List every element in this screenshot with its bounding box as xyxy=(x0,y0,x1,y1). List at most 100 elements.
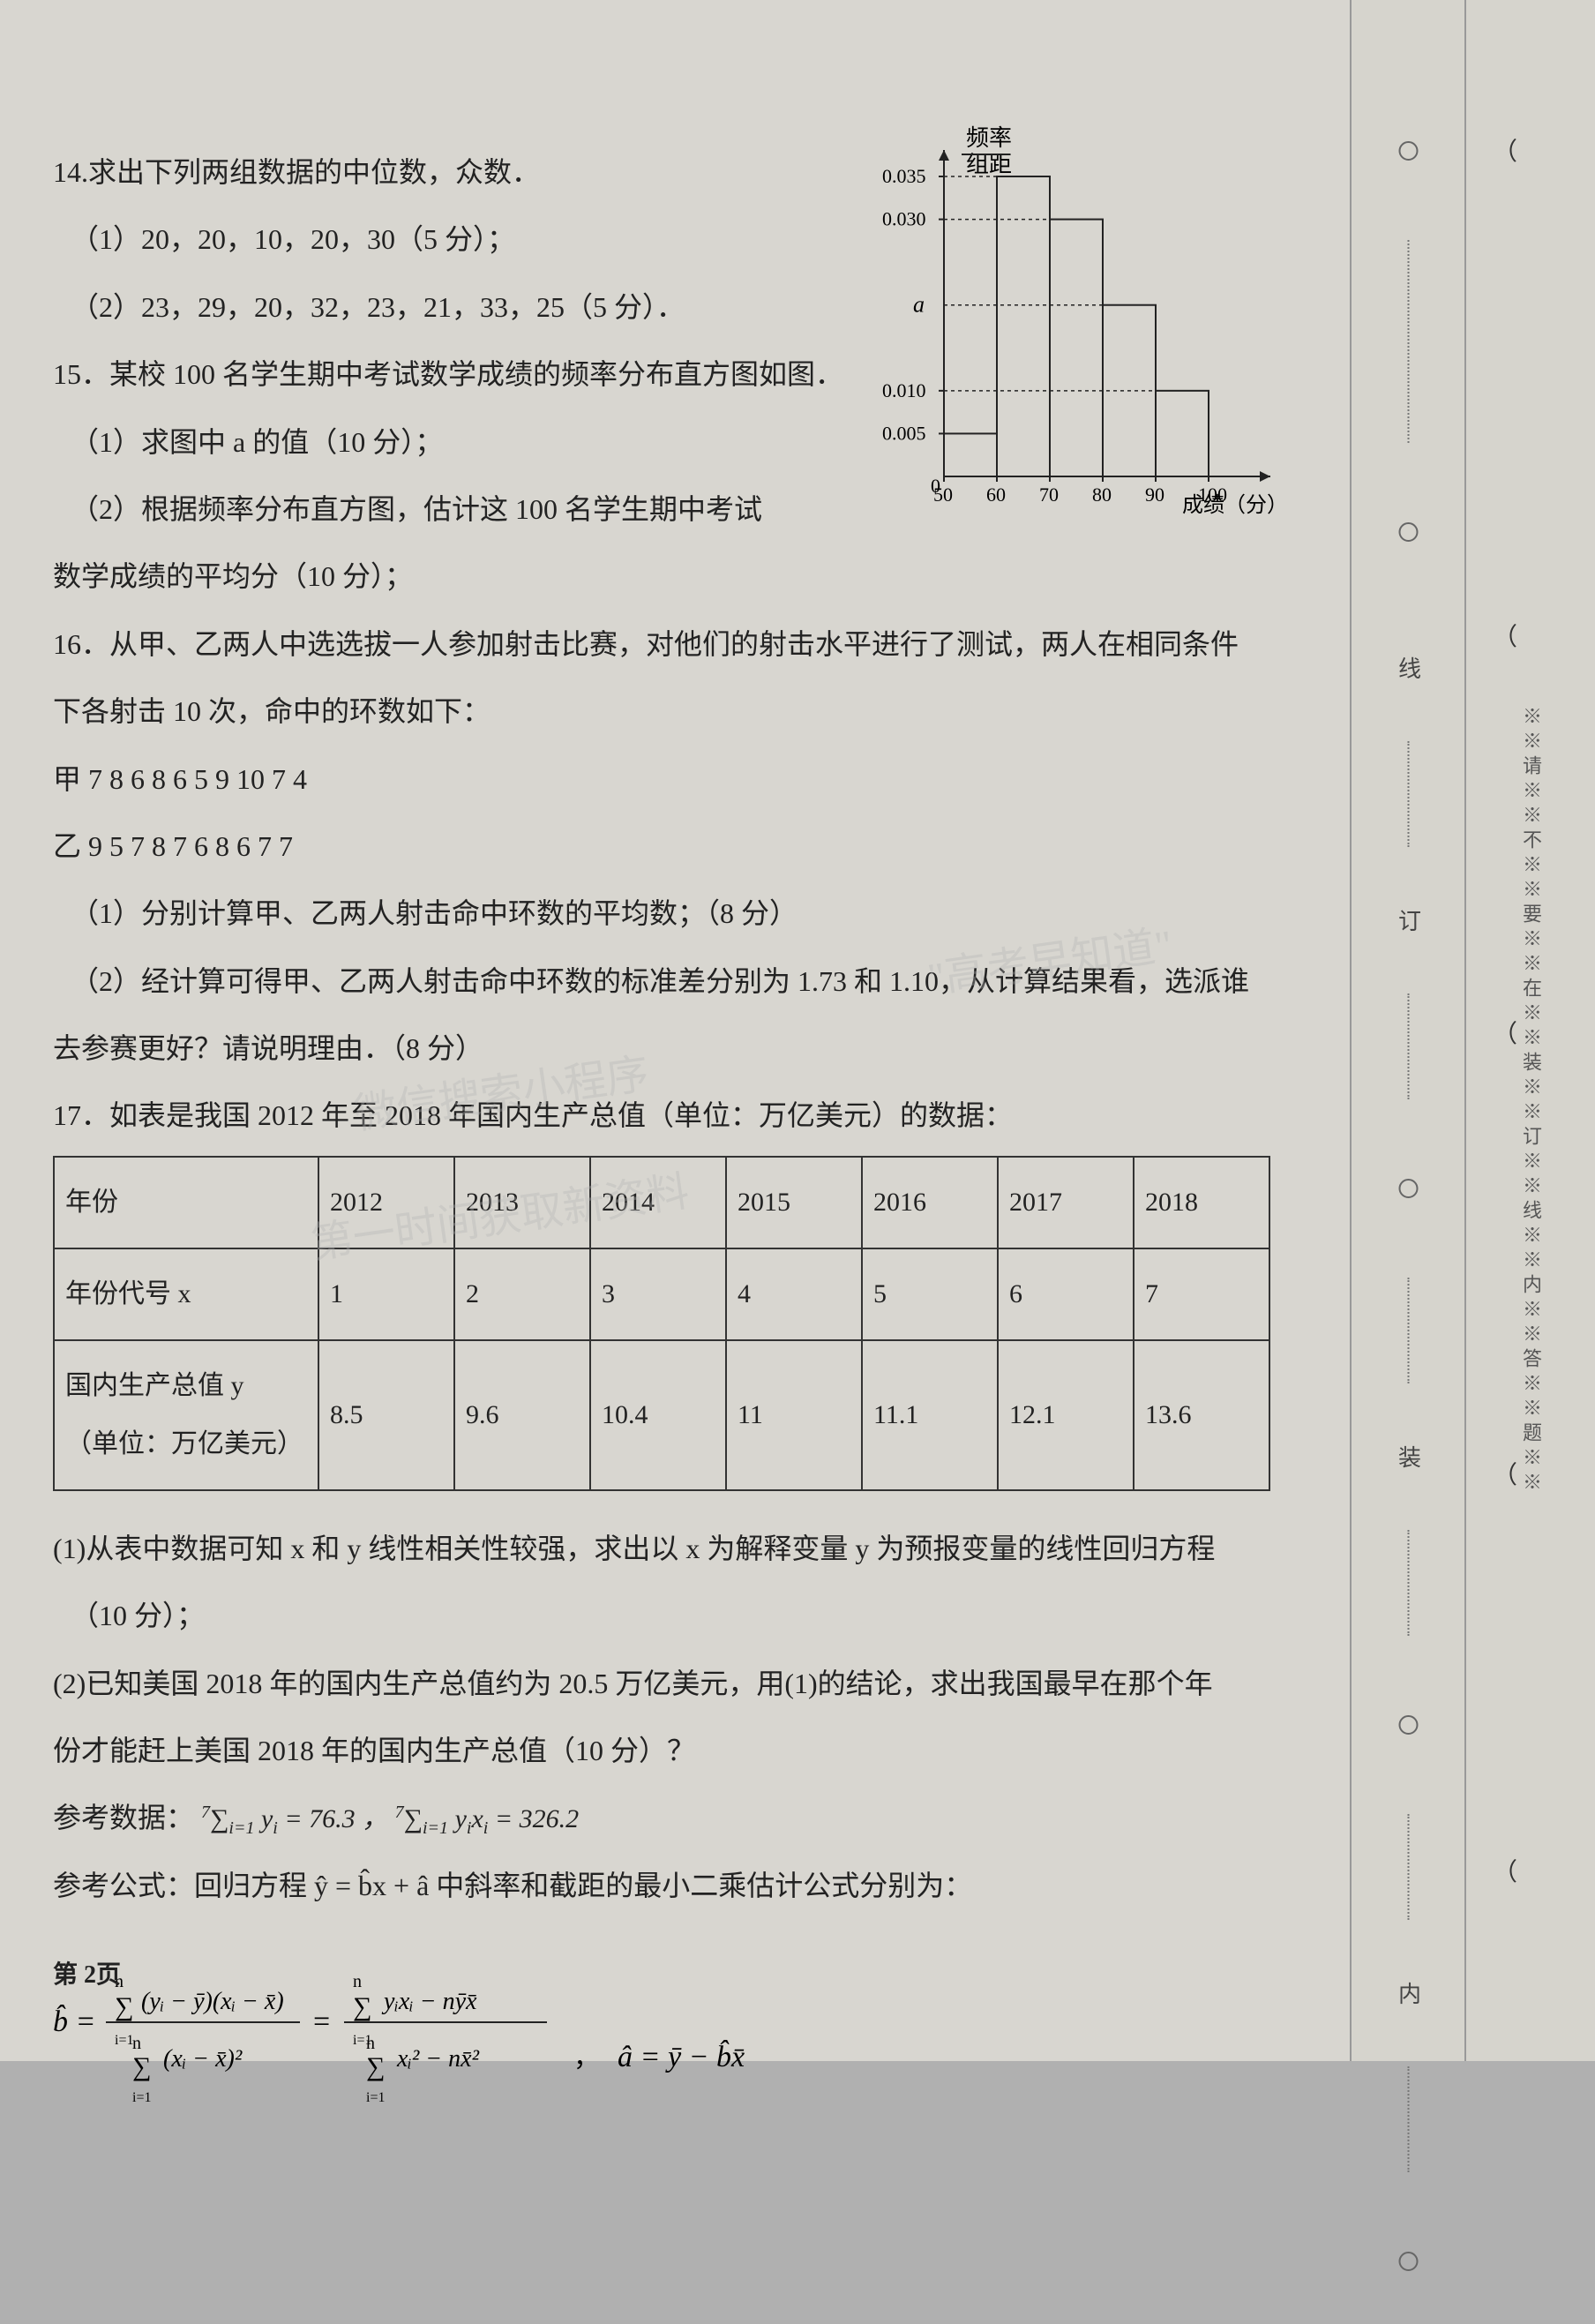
cell: 8.5 xyxy=(318,1340,454,1490)
cell: 4 xyxy=(726,1248,862,1340)
table-row: 年份 2012 2013 2014 2015 2016 2017 2018 xyxy=(54,1157,1269,1248)
xlabel: 成绩（分） xyxy=(1182,493,1288,517)
svg-text:∑: ∑ xyxy=(366,2052,385,2081)
svg-text:90: 90 xyxy=(1145,484,1164,506)
binding-label: 线 xyxy=(1392,656,1425,679)
page-number: 第 2页 xyxy=(53,1955,121,1990)
table-row: 年份代号 x 1 2 3 4 5 6 7 xyxy=(54,1248,1269,1340)
svg-text:(xᵢ − x̄)²: (xᵢ − x̄)² xyxy=(163,2045,243,2073)
table-row: 国内生产总值 y （单位：万亿美元） 8.5 9.6 10.4 11 11.1 … xyxy=(54,1340,1269,1490)
row-y-label: 国内生产总值 y （单位：万亿美元） xyxy=(54,1340,318,1490)
cell: 11.1 xyxy=(862,1340,998,1490)
svg-text:i=1: i=1 xyxy=(132,2090,151,2105)
q17-p2: (2)已知美国 2018 年的国内生产总值约为 20.5 万亿美元，用(1)的结… xyxy=(53,1653,1288,1714)
binding-strip-2: （ （ （ （ （ ※※请※※不※※要※※在※※装※※订※※线※※内※※答※※题… xyxy=(1464,0,1595,2061)
svg-text:0.005: 0.005 xyxy=(882,422,926,444)
ylabel-top: 频率 xyxy=(966,125,1012,151)
punch-hole-icon xyxy=(1398,141,1418,161)
seal-warning-text: ※※请※※不※※要※※在※※装※※订※※线※※内※※答※※题※※ xyxy=(1516,706,1545,1496)
q16-jia: 甲 7 8 6 8 6 5 9 10 7 4 xyxy=(53,748,1288,810)
cell: 1 xyxy=(318,1248,454,1340)
row-y-l1: 国内生产总值 y xyxy=(65,1371,244,1400)
refdata-label: 参考数据： xyxy=(53,1802,194,1833)
svg-text:，: ， xyxy=(573,2043,600,2073)
svg-text:(yᵢ − ȳ)(xᵢ − x̄): (yᵢ − ȳ)(xᵢ − x̄) xyxy=(141,1988,284,2015)
binding-label: 订 xyxy=(1392,909,1425,932)
svg-text:80: 80 xyxy=(1092,484,1112,506)
svg-text:∑: ∑ xyxy=(132,2052,151,2081)
punch-hole-icon xyxy=(1398,1715,1418,1735)
binding-strip-1: 线 订 装 内 xyxy=(1350,0,1464,2061)
cell: 9.6 xyxy=(454,1340,590,1490)
q17-p1: (1)从表中数据可知 x 和 y 线性相关性较强，求出以 x 为解释变量 y 为… xyxy=(53,1518,1288,1579)
svg-text:60: 60 xyxy=(986,484,1006,506)
formula-svg: b̂ = n ∑ i=1 (yᵢ − ȳ)(xᵢ − x̄) n ∑ i=1 (… xyxy=(53,1934,847,2110)
th-2012: 2012 xyxy=(318,1157,454,1248)
histogram-svg: 频率 组距 0 0.0050.0100.0300.035 50607080901… xyxy=(856,124,1297,529)
regression-formula: b̂ = n ∑ i=1 (yᵢ − ȳ)(xᵢ − x̄) n ∑ i=1 (… xyxy=(53,1934,1288,2132)
svg-text:50: 50 xyxy=(933,484,953,506)
row-x-label: 年份代号 x xyxy=(54,1248,318,1340)
q16-stem: 16．从甲、乙两人中选选拔一人参加射击比赛，对他们的射击水平进行了测试，两人在相… xyxy=(53,613,1288,675)
th-2015: 2015 xyxy=(726,1157,862,1248)
q17-stem: 17．如表是我国 2012 年至 2018 年国内生产总值（单位：万亿美元）的数… xyxy=(53,1084,1288,1146)
cell: 3 xyxy=(590,1248,726,1340)
cell: 6 xyxy=(998,1248,1134,1340)
q16-part2: （2）经计算可得甲、乙两人射击命中环数的标准差分别为 1.73 和 1.10，从… xyxy=(53,950,1288,1012)
cell: 7 xyxy=(1134,1248,1269,1340)
svg-text:i=1: i=1 xyxy=(115,2033,133,2048)
q16-part1: （1）分别计算甲、乙两人射击命中环数的平均数；（8 分） xyxy=(53,882,1288,944)
binding-label: 内 xyxy=(1392,1982,1425,2005)
svg-text:=: = xyxy=(313,2005,330,2038)
histogram-chart: 频率 组距 0 0.0050.0100.0300.035 50607080901… xyxy=(856,124,1297,529)
paren-mark: （ xyxy=(1493,1456,1517,1491)
svg-text:n: n xyxy=(353,1972,362,1991)
svg-text:n: n xyxy=(366,2034,375,2053)
paren-mark: （ xyxy=(1493,1015,1517,1050)
refdata-f1: 7∑i=1 yi = 76.3 ， xyxy=(201,1804,395,1833)
cell: 10.4 xyxy=(590,1340,726,1490)
refdata-line: 参考数据： 7∑i=1 yi = 76.3 ， 7∑i=1 yixi = 326… xyxy=(53,1787,1288,1848)
q15-part2b: 数学成绩的平均分（10 分）； xyxy=(53,545,1288,607)
q17-p2b: 份才能赶上美国 2018 年的国内生产总值（10 分）？ xyxy=(53,1720,1288,1781)
q16-part2b: 去参赛更好？请说明理由．（8 分） xyxy=(53,1017,1288,1079)
svg-text:0.030: 0.030 xyxy=(882,208,926,230)
svg-text:i=1: i=1 xyxy=(366,2090,385,2105)
th-2017: 2017 xyxy=(998,1157,1134,1248)
paren-mark: （ xyxy=(1493,132,1517,168)
th-2014: 2014 xyxy=(590,1157,726,1248)
svg-text:n: n xyxy=(132,2034,141,2053)
refformula-label: 参考公式：回归方程 ŷ = b̂x + â 中斜率和截距的最小二乘估计公式分别为… xyxy=(53,1855,1288,1916)
svg-text:b̂ =: b̂ = xyxy=(53,2004,95,2038)
th-year: 年份 xyxy=(54,1157,318,1248)
punch-hole-icon xyxy=(1398,522,1418,542)
paren-mark: （ xyxy=(1493,1853,1517,1888)
cell: 2 xyxy=(454,1248,590,1340)
refdata-f2: 7∑i=1 yixi = 326.2 xyxy=(395,1804,579,1833)
th-2018: 2018 xyxy=(1134,1157,1269,1248)
gdp-table: 年份 2012 2013 2014 2015 2016 2017 2018 年份… xyxy=(53,1156,1270,1491)
th-2013: 2013 xyxy=(454,1157,590,1248)
ylabel-bot: 组距 xyxy=(966,152,1012,177)
binding-label: 装 xyxy=(1392,1445,1425,1468)
svg-text:∑: ∑ xyxy=(115,1992,133,2021)
svg-text:yᵢxᵢ − nȳx̄: yᵢxᵢ − nȳx̄ xyxy=(381,1988,477,2015)
q16-yi: 乙 9 5 7 8 7 6 8 6 7 7 xyxy=(53,815,1288,877)
th-2016: 2016 xyxy=(862,1157,998,1248)
cell: 13.6 xyxy=(1134,1340,1269,1490)
row-y-l2: （单位：万亿美元） xyxy=(65,1429,303,1458)
exam-page: 14.求出下列两组数据的中位数，众数． （1）20，20，10，20，30（5 … xyxy=(0,0,1350,2061)
cell: 11 xyxy=(726,1340,862,1490)
svg-text:0.010: 0.010 xyxy=(882,379,926,401)
svg-text:â = ȳ − b̂x̄: â = ȳ − b̂x̄ xyxy=(618,2039,745,2073)
svg-text:70: 70 xyxy=(1039,484,1059,506)
svg-text:∑: ∑ xyxy=(353,1992,371,2021)
svg-text:0.035: 0.035 xyxy=(882,165,926,187)
cell: 12.1 xyxy=(998,1340,1134,1490)
q16-stem2: 下各射击 10 次，命中的环数如下： xyxy=(53,680,1288,742)
cell: 5 xyxy=(862,1248,998,1340)
svg-text:xᵢ² − nx̄²: xᵢ² − nx̄² xyxy=(396,2045,480,2073)
svg-text:a: a xyxy=(913,292,925,318)
punch-hole-icon xyxy=(1398,1179,1418,1198)
paren-mark: （ xyxy=(1493,618,1517,653)
